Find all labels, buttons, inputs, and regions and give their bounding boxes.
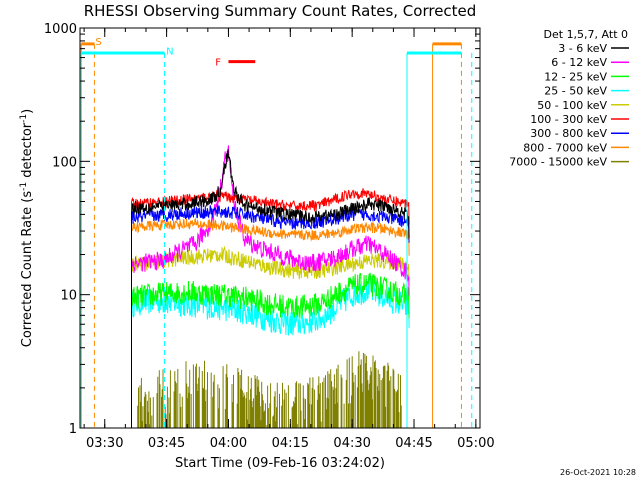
legend-label-800-7000: 800 - 7000 keV [523,141,607,154]
y-axis-label: Corrected Count Rate (s-1 detector-1) [19,109,35,347]
series-line-12-25 [131,272,410,428]
legend-header: Det 1,5,7, Att 0 [544,28,628,41]
x-tick-label: 05:00 [457,436,494,451]
x-tick-label: 04:45 [395,436,432,451]
legend-label-25-50: 25 - 50 keV [544,85,607,98]
legend-label-50-100: 50 - 100 keV [537,99,607,112]
y-tick-label: 10 [60,289,77,304]
series-line-6-12 [131,145,410,428]
x-tick-label: 04:00 [210,436,247,451]
series-line-800-7000 [131,217,410,428]
legend-label-7000-15000: 7000 - 15000 keV [509,156,607,169]
series-line-3-6 [131,149,410,428]
legend-label-12-25: 12 - 25 keV [544,70,607,83]
legend-label-6-12: 6 - 12 keV [551,56,607,69]
series-line-25-50 [131,276,410,428]
timestamp: 26-Oct-2021 10:28 [560,468,636,477]
series-line-7000-15000 [137,351,402,428]
x-tick-label: 03:30 [86,436,123,451]
legend-label-100-300: 100 - 300 keV [530,113,607,126]
plot-frame [79,27,481,429]
y-tick-label: 1 [69,422,77,437]
legend-label-3-6: 3 - 6 keV [558,42,607,55]
flags-layer: S N F [80,37,473,428]
flag-label-n: N [166,46,173,57]
x-axis-label: Start Time (09-Feb-16 03:24:02) [175,456,385,471]
y-tick-label: 100 [52,155,77,170]
y-axis: 1 10 100 1000 [44,22,480,437]
series-line-300-800 [131,205,410,428]
flag-label-s: S [95,37,101,48]
x-tick-label: 04:15 [272,436,309,451]
x-tick-label: 04:30 [333,436,370,451]
x-tick-label: 03:45 [148,436,185,451]
series-layer [131,145,410,428]
legend-label-300-800: 300 - 800 keV [530,127,607,140]
chart-title: RHESSI Observing Summary Count Rates, Co… [84,2,477,20]
y-tick-label: 1000 [44,22,77,37]
flag-label-f: F [215,58,221,69]
x-axis: 03:30 03:45 04:00 04:15 04:30 04:45 05:00 [83,28,495,451]
